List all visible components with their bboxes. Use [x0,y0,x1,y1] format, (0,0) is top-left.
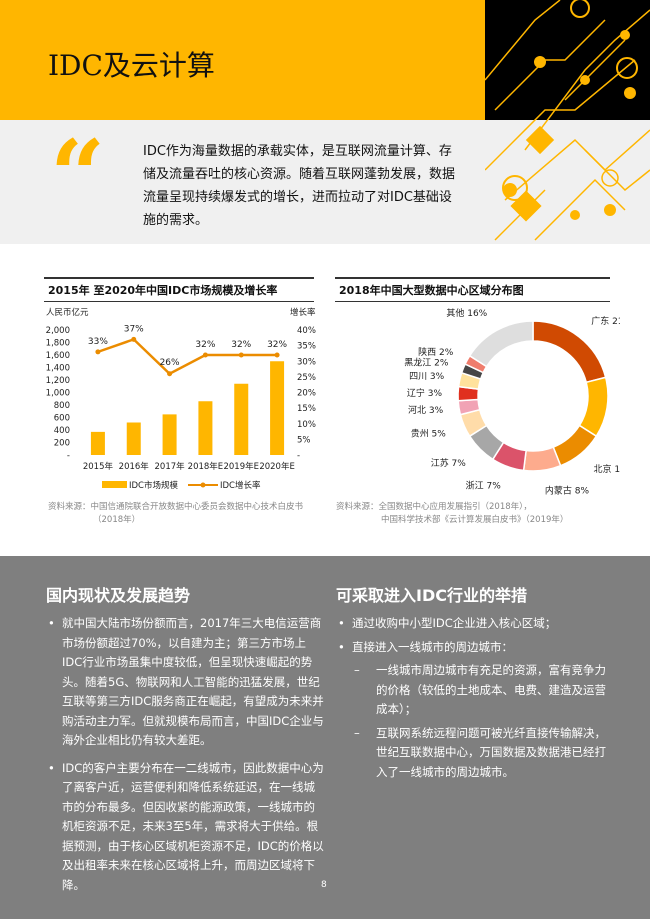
y-tick-label: 2,000 [46,326,70,336]
line-point [274,352,280,358]
y2-tick-label: 5% [297,435,311,445]
y2-tick-label: 10% [297,420,316,430]
data-label: 32% [195,340,215,350]
y-tick-label: 800 [54,401,70,411]
legend-label: IDC市场规模 [129,480,178,491]
y-tick-label: 1,400 [46,364,70,374]
x-tick-label: 2015年 [83,461,114,472]
bar [162,414,177,455]
y2-tick-label: 35% [297,342,316,352]
bar [234,383,249,455]
slice-label: 黑龙江 2% [404,357,449,369]
bottom-section: 国内现状及发展趋势 就中国大陆市场份额而言，2017年三大电信运营商市场份额超过… [0,556,650,919]
line-point [131,336,137,342]
donut-chart-source: 资料来源：全国数据中心应用发展指引（2018年）， 中国科学技术部《云计算发展白… [336,501,616,527]
data-label: 37% [124,324,144,334]
slice-label: 河北 3% [408,404,444,416]
slice-label: 浙江 7% [466,479,502,491]
y2-axis-label: 增长率 [290,308,316,318]
y2-tick-label: - [297,451,300,461]
right-heading: 可采取进入IDC行业的举措 [336,586,527,605]
bar-chart-source: 资料来源：中国信通院联合开放数据中心委员会数据中心技术白皮书 （2018年） [48,501,318,527]
bar-chart-title: 2015年 至2020年中国IDC市场规模及增长率 [44,277,314,302]
bullet-item: 直接进入一线城市的周边城市： [336,638,616,658]
bar [198,401,213,455]
y-tick-label: 1,800 [46,339,70,349]
y-axis-label: 人民币亿元 [46,308,89,318]
slice-label: 北京 10% [594,463,620,475]
page-number: 8 [321,880,327,890]
y-tick-label: 400 [54,426,70,436]
legend-label: IDC增长率 [220,480,261,491]
bullet-item: 通过收购中小型IDC企业进入核心区域； [336,614,616,634]
y-tick-label: 1,600 [46,351,70,361]
y2-tick-label: 40% [297,326,316,336]
bar [126,422,141,455]
y-tick-label: 200 [54,439,70,449]
source-line: 中国科学技术部《云计算发展白皮书》（2019年） [381,515,569,525]
x-tick-label: 2018年E [188,461,224,472]
y2-tick-label: 20% [297,389,316,399]
donut-slice [532,320,607,384]
x-tick-label: 2017年 [155,461,186,472]
donut-chart: 广东 21%上海 13%北京 10%内蒙古 8%浙江 7%江苏 7%贵州 5%河… [404,307,620,497]
line-point [238,352,244,358]
x-tick-label: 2020年E [259,461,295,472]
sub-bullet-item: 互联网系统远程问题可被光纤直接传输解决，世纪互联数据中心，万国数据及数据港已经打… [336,724,616,783]
bar-line-chart: - 200 400 600 800 1,000 1,200 1,400 1,600 1,800 2,… [46,324,316,491]
x-tick-label: 2019年E [223,461,259,472]
bullet-item: 就中国大陆市场份额而言，2017年三大电信运营商市场份额超过70%，以自建为主；… [46,614,326,751]
donut-chart-title: 2018年中国大型数据中心区域分布图 [335,277,610,302]
y-tick-label: 1,200 [46,376,70,386]
bar [90,431,105,455]
sub-bullet-item: 一线城市周边城市有充足的资源，富有竞争力的价格（较低的土地成本、电费、建造及运营… [336,661,616,720]
bullet-item: IDC的客户主要分布在一二线城市，因此数据中心为了离客户近，运营便利和降低系统延… [46,759,326,896]
source-line: 资料来源：全国数据中心应用发展指引（2018年）， [336,502,532,512]
slice-label: 陕西 2% [418,346,454,358]
slice-label: 江苏 7% [431,457,467,469]
left-heading: 国内现状及发展趋势 [46,586,191,605]
donut-slice [468,320,534,368]
y-tick-label: 600 [54,414,70,424]
quote-text: IDC作为海量数据的承载实体，是互联网流量计算、存储及流量吞吐的核心资源。随着互… [143,144,456,228]
circuit-decoration-icon [485,0,650,241]
y2-tick-label: 15% [297,404,316,414]
data-label: 33% [88,337,108,347]
slice-label: 广东 21% [591,315,620,327]
x-tick-label: 2016年 [119,461,150,472]
legend-line-marker [200,482,206,488]
slice-label: 辽宁 3% [407,387,443,399]
data-label: 32% [267,340,287,350]
y-tick-label: - [67,451,70,461]
page-title: IDC及云计算 [48,49,215,82]
data-label: 32% [231,340,251,350]
legend-bar-swatch [102,481,127,488]
y-tick-label: 1,000 [46,389,70,399]
line-point [167,371,173,377]
slice-label: 四川 3% [409,372,445,382]
donut-slice [552,424,598,467]
donut-slice [522,446,562,472]
data-label: 26% [160,358,180,368]
slice-label: 贵州 5% [411,428,447,440]
slice-label: 内蒙古 8% [545,484,590,496]
growth-line [97,337,278,376]
y2-tick-label: 30% [297,357,316,367]
line-point [95,349,101,355]
line-point [202,352,208,358]
slice-label: 其他 16% [446,307,487,319]
source-line: 资料来源：中国信通院联合开放数据中心委员会数据中心技术白皮书 [48,502,304,512]
bar [270,361,285,455]
quote-mark-icon: “ [50,119,106,232]
y2-tick-label: 25% [297,373,316,383]
source-line: （2018年） [93,515,141,525]
